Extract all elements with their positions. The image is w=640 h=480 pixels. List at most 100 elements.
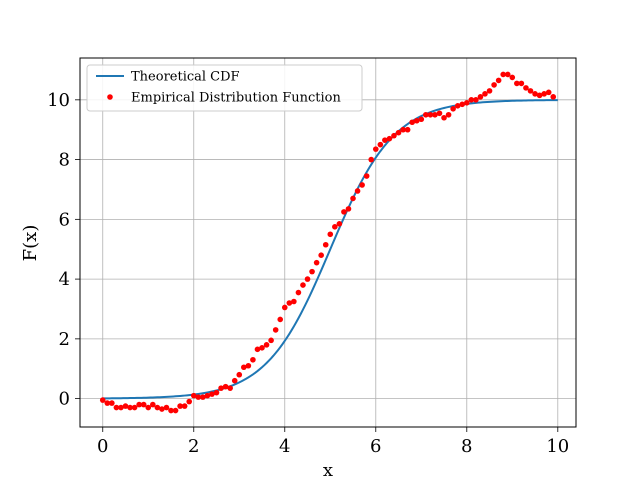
empirical-point [372,146,379,152]
empirical-point [459,101,466,108]
empirical-point [468,97,475,103]
grid-lines [80,58,576,427]
empirical-point [386,135,393,142]
empirical-point [222,383,229,390]
empirical-point [445,111,452,118]
empirical-point [241,364,247,371]
y-tick-label: 10 [47,90,70,111]
empirical-point [195,394,202,400]
empirical-point [359,182,365,188]
empirical-point [395,129,402,136]
empirical-point [272,327,279,333]
empirical-point [463,100,470,106]
legend-box [86,64,363,112]
empirical-point [404,126,411,133]
empirical-point [509,74,516,81]
x-tick-label: 0 [97,436,108,457]
empirical-point [268,337,274,344]
empirical-point [368,156,375,163]
empirical-point [204,392,211,399]
empirical-point [122,403,129,409]
empirical-point [154,404,161,411]
y-tick-label: 2 [59,329,70,350]
empirical-point [250,356,256,363]
empirical-point [436,110,443,117]
empirical-point [482,91,488,97]
empirical-point [209,391,215,397]
y-tick-label: 0 [59,389,70,410]
legend-entry-theoretical-cdf: Theoretical CDF [131,70,240,85]
series-layer [99,71,558,414]
empirical-point [286,300,293,306]
empirical-point [427,111,434,118]
empirical-point [514,80,520,87]
legend-entry-empirical-distribution: Empirical Distribution Function [131,91,342,106]
empirical-point [450,105,456,112]
empirical-point [213,389,220,396]
empirical-point [168,407,174,414]
empirical-point [113,404,120,411]
empirical-point [172,407,179,414]
empirical-point [541,91,547,97]
empirical-point [454,103,461,109]
empirical-point [218,385,224,391]
empirical-point [263,342,270,348]
empirical-point [413,117,420,124]
empirical-point [200,394,206,400]
empirical-point [309,268,315,275]
legend: Theoretical CDF Empirical Distribution F… [86,64,363,112]
empirical-point [423,111,429,118]
empirical-point [327,231,334,238]
empirical-point [332,224,338,230]
empirical-point [527,88,534,94]
x-tick-label: 10 [546,436,569,457]
empirical-point [245,362,252,369]
empirical-point [336,221,343,227]
empirical-point [127,404,133,411]
empirical-point [322,241,329,248]
empirical-point [227,385,233,391]
empirical-point [163,404,170,411]
empirical-point [291,298,297,305]
empirical-point [231,377,238,384]
empirical-point [477,94,484,100]
empirical-point [236,371,243,378]
empirical-point [523,85,529,91]
x-tick-label: 8 [461,436,472,457]
empirical-point [300,282,306,288]
empirical-point [313,259,320,266]
empirical-point [99,397,106,403]
empirical-point [281,304,288,311]
empirical-point [504,71,511,78]
x-tick-label: 6 [370,436,381,457]
axes-frame [79,57,577,428]
x-axis-label: x [323,460,333,480]
empirical-point [136,401,142,408]
legend-dot-marker [107,94,113,100]
empirical-point [545,89,552,96]
y-axis-label: F(x) [20,225,41,262]
empirical-point [400,126,406,133]
empirical-point [550,94,557,100]
empirical-point [536,92,543,99]
empirical-point [186,398,193,405]
empirical-point [382,137,388,143]
empirical-point [295,289,302,296]
empirical-point [318,252,324,258]
empirical-point [341,209,347,215]
empirical-point [109,400,115,406]
empirical-point [350,195,356,202]
empirical-point [259,345,265,351]
empirical-point [177,403,183,409]
y-tick-label: 6 [59,209,70,230]
empirical-point [190,392,197,399]
empirical-point [150,401,156,408]
empirical-point [118,404,124,411]
x-tick-label: 2 [188,436,199,457]
y-tick-label: 8 [59,150,70,171]
empirical-point [486,88,493,94]
empirical-point [518,80,525,87]
empirical-point [159,406,165,412]
empirical-point [473,97,479,103]
